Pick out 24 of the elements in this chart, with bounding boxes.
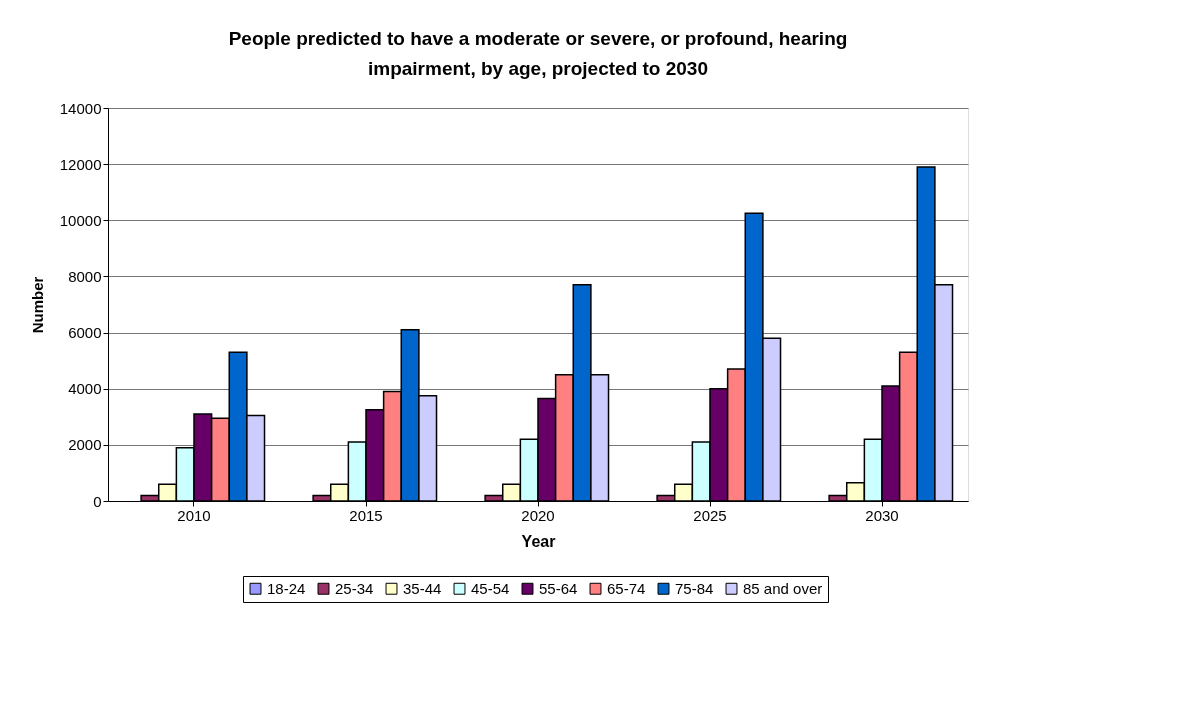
x-tick-label: 2010 [177,506,211,524]
x-axis-title: Year [521,532,556,550]
y-tick-label: 6000 [68,324,102,342]
x-tick-label: 2015 [349,506,383,524]
y-tick-label: 4000 [68,380,102,398]
y-tick-label: 14000 [59,99,102,117]
legend-label: 65-74 [607,579,646,597]
x-tick-label: 2030 [865,506,899,524]
legend-label: 25-34 [335,579,374,597]
y-tick-label: 12000 [59,155,102,173]
legend-label: 35-44 [403,579,442,597]
legend-label: 55-64 [539,579,578,597]
chart-title: People predicted to have a moderate or severe, or profound, hearing impairment, by age, projected to 2030 [228,28,848,79]
y-axis-title: Number [28,276,46,334]
legend-label: 45-54 [471,579,510,597]
y-tick-label: 8000 [68,267,102,285]
y-tick-label: 10000 [59,211,102,229]
y-tick-label: 2000 [68,436,102,454]
legend-label: 85 and over [743,579,823,597]
x-tick-label: 2020 [521,506,555,524]
y-tick-label: 0 [93,492,102,510]
legend-label: 75-84 [675,579,714,597]
x-tick-label: 2025 [693,506,727,524]
legend-label: 18-24 [267,579,306,597]
